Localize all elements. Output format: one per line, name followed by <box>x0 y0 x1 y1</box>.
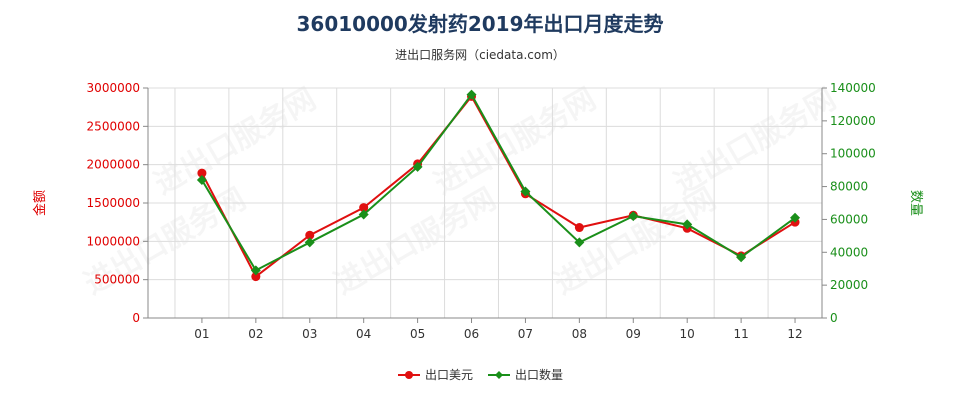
x-tick-label: 02 <box>248 327 263 341</box>
legend-label-1: 出口美元 <box>425 368 473 382</box>
right-axis-label: 数量 <box>908 190 923 216</box>
x-tick-label: 03 <box>302 327 317 341</box>
right-tick-label: 80000 <box>830 180 868 194</box>
series-point-2 <box>628 211 639 222</box>
watermark-text: 进出口服务网 <box>669 82 842 202</box>
legend-label-2: 出口数量 <box>515 367 563 382</box>
x-tick-label: 10 <box>680 327 695 341</box>
x-tick-label: 07 <box>518 327 533 341</box>
series-point-2 <box>790 212 801 223</box>
x-tick-label: 04 <box>356 327 371 341</box>
chart-title: 36010000发射药2019年出口月度走势 <box>296 12 664 36</box>
x-tick-label: 09 <box>626 327 641 341</box>
watermark-text: 进出口服务网 <box>429 82 602 202</box>
series-point-2 <box>358 209 369 220</box>
series-point-1 <box>305 230 315 240</box>
left-tick-label: 0 <box>132 311 140 325</box>
right-tick-label: 20000 <box>830 278 868 292</box>
left-tick-label: 500000 <box>94 273 140 287</box>
series-point-1 <box>197 168 207 178</box>
series-point-2 <box>196 175 207 185</box>
right-tick-label: 40000 <box>830 245 868 259</box>
series-point-2 <box>574 237 585 248</box>
x-tick-label: 08 <box>572 327 587 341</box>
left-tick-label: 2500000 <box>87 119 140 133</box>
series-point-2 <box>250 265 261 276</box>
right-tick-label: 0 <box>830 311 838 325</box>
left-tick-label: 2000000 <box>87 158 140 172</box>
x-tick-label: 01 <box>194 327 209 341</box>
series-point-2 <box>682 219 693 230</box>
series-line-2 <box>201 92 796 272</box>
series-point-1 <box>359 203 369 213</box>
series-point-2 <box>466 89 477 100</box>
chart-subtitle: 进出口服务网（ciedata.com） <box>395 48 565 62</box>
series-point-2 <box>412 161 423 172</box>
left-tick-label: 1500000 <box>87 196 140 210</box>
right-tick-label: 60000 <box>830 212 868 226</box>
left-tick-label: 3000000 <box>87 81 140 95</box>
legend-marker-1 <box>405 371 413 379</box>
series-point-1 <box>251 272 261 282</box>
series-point-1 <box>574 223 584 233</box>
right-tick-label: 120000 <box>830 114 876 128</box>
x-tick-label: 05 <box>410 327 425 341</box>
x-tick-label: 06 <box>464 327 479 341</box>
series-point-2 <box>304 237 315 248</box>
right-tick-label: 140000 <box>830 81 876 95</box>
x-tick-label: 12 <box>787 327 802 341</box>
right-tick-label: 100000 <box>830 147 876 161</box>
series-point-2 <box>520 186 531 197</box>
left-axis-label: 金额 <box>32 190 48 216</box>
left-tick-label: 1000000 <box>87 234 140 248</box>
x-tick-label: 11 <box>733 327 748 341</box>
series-line-1 <box>201 94 796 279</box>
legend-marker-2 <box>495 371 503 379</box>
series-point-2 <box>736 252 747 263</box>
